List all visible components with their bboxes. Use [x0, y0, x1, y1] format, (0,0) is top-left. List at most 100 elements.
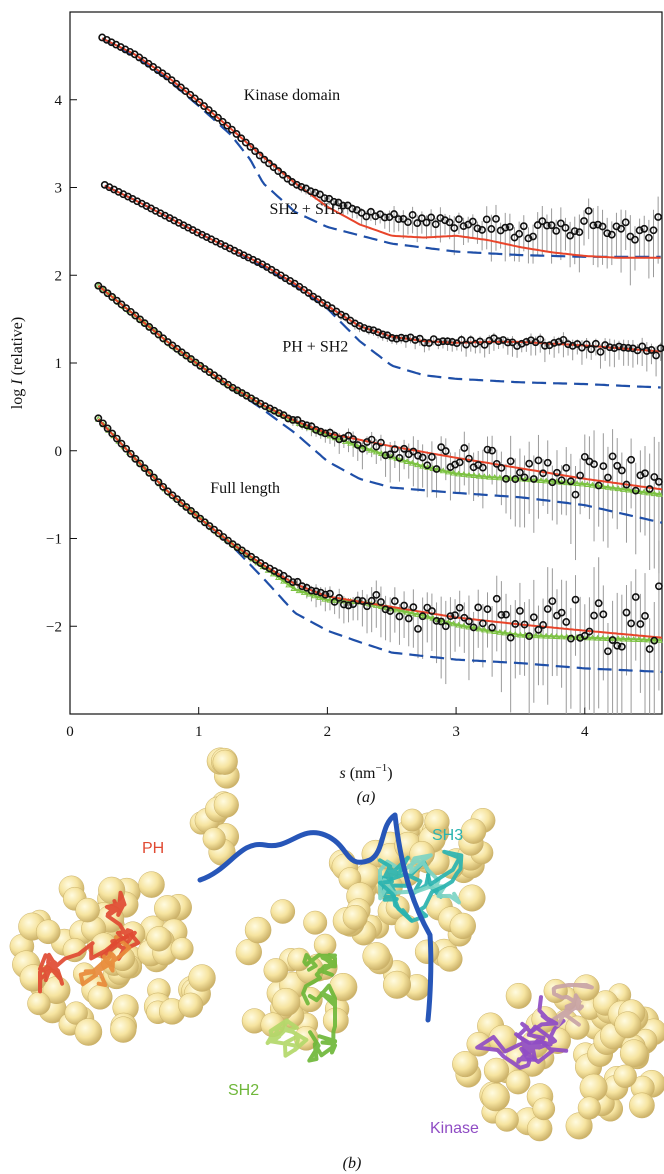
- data-point: [400, 601, 408, 610]
- data-point: [520, 473, 529, 482]
- fit-marker: [599, 634, 607, 641]
- fit-marker: [414, 461, 421, 468]
- data-point: [209, 110, 218, 118]
- data-point: [437, 617, 446, 626]
- envelope-sphere: [27, 991, 51, 1016]
- data-point: [552, 226, 561, 235]
- data-point: [181, 87, 190, 96]
- envelope-sphere: [146, 926, 172, 952]
- data-point: [478, 463, 487, 472]
- fit-marker: [316, 594, 324, 600]
- envelope-sphere: [424, 809, 450, 835]
- data-point: [311, 188, 320, 197]
- fit-marker: [589, 634, 596, 641]
- data-point: [455, 603, 464, 612]
- data-point: [223, 121, 232, 130]
- data-point: [627, 455, 636, 464]
- domain-backbone: [265, 1018, 309, 1058]
- data-point: [604, 647, 612, 656]
- x-tick-label: 3: [452, 724, 460, 740]
- y-tick-label: 2: [55, 268, 63, 284]
- data-point: [550, 339, 559, 347]
- data-point: [366, 207, 375, 216]
- data-point: [380, 213, 389, 222]
- data-point: [564, 340, 572, 349]
- data-point: [293, 577, 302, 586]
- data-point: [237, 134, 246, 143]
- data-point: [571, 595, 580, 604]
- fit-curve-green: [97, 284, 663, 496]
- data-point: [553, 468, 561, 477]
- data-point: [644, 233, 653, 242]
- data-point: [186, 90, 195, 99]
- data-point: [445, 218, 454, 227]
- data-point: [483, 605, 492, 614]
- data-point: [557, 608, 566, 617]
- data-point: [307, 422, 316, 431]
- data-point: [304, 289, 313, 297]
- data-point: [190, 94, 199, 103]
- fit-marker: [455, 621, 463, 628]
- data-point: [312, 587, 320, 596]
- data-point: [377, 438, 385, 447]
- data-point: [427, 213, 436, 222]
- data-point: [409, 447, 418, 456]
- data-point: [255, 151, 264, 160]
- data-point: [390, 445, 399, 454]
- data-point: [173, 495, 181, 504]
- data-point: [306, 187, 315, 196]
- data-point: [580, 217, 588, 225]
- data-point: [460, 444, 469, 452]
- envelope-sphere: [505, 982, 532, 1009]
- fit-marker: [475, 472, 483, 479]
- data-point: [598, 222, 607, 231]
- data-point: [348, 204, 357, 213]
- data-point: [631, 235, 639, 244]
- envelope-sphere: [154, 895, 181, 922]
- envelope-sphere: [452, 1051, 479, 1078]
- data-point: [557, 476, 566, 485]
- data-point: [150, 473, 158, 482]
- data-point: [417, 214, 426, 223]
- data-point: [363, 602, 371, 611]
- envelope-sphere: [110, 1016, 137, 1043]
- data-point: [582, 340, 591, 349]
- fit-marker: [480, 626, 488, 633]
- data-point: [409, 603, 418, 612]
- data-point: [218, 117, 227, 126]
- data-point: [136, 315, 144, 324]
- data-point: [587, 345, 596, 354]
- data-point: [446, 612, 455, 621]
- fit-marker: [537, 632, 545, 639]
- fit-marker: [408, 609, 416, 616]
- y-tick-label: 3: [55, 181, 63, 197]
- fit-marker: [640, 488, 648, 495]
- data-point: [395, 612, 404, 621]
- data-point: [494, 337, 503, 346]
- fit-marker: [300, 588, 308, 595]
- envelope-sphere: [64, 1001, 88, 1025]
- data-point: [441, 447, 450, 455]
- data-point: [145, 323, 154, 331]
- data-point: [349, 435, 358, 444]
- data-point: [539, 469, 547, 478]
- fit-marker: [558, 478, 566, 485]
- data-point: [427, 607, 436, 615]
- data-point: [227, 125, 236, 134]
- x-tick-label: 0: [66, 724, 74, 740]
- fit-marker: [444, 468, 452, 475]
- fit-marker: [450, 620, 457, 627]
- data-point: [488, 623, 497, 632]
- fit-marker: [486, 473, 494, 480]
- data-point: [360, 324, 369, 332]
- data-point: [131, 454, 140, 463]
- envelope-sphere: [188, 964, 216, 992]
- fit-marker: [496, 474, 504, 481]
- data-point: [559, 335, 568, 344]
- data-point: [633, 346, 642, 355]
- envelope-sphere: [577, 1096, 601, 1120]
- fit-marker: [321, 595, 329, 602]
- data-point: [289, 578, 297, 587]
- data-point: [117, 300, 126, 309]
- model-curve: [97, 418, 663, 673]
